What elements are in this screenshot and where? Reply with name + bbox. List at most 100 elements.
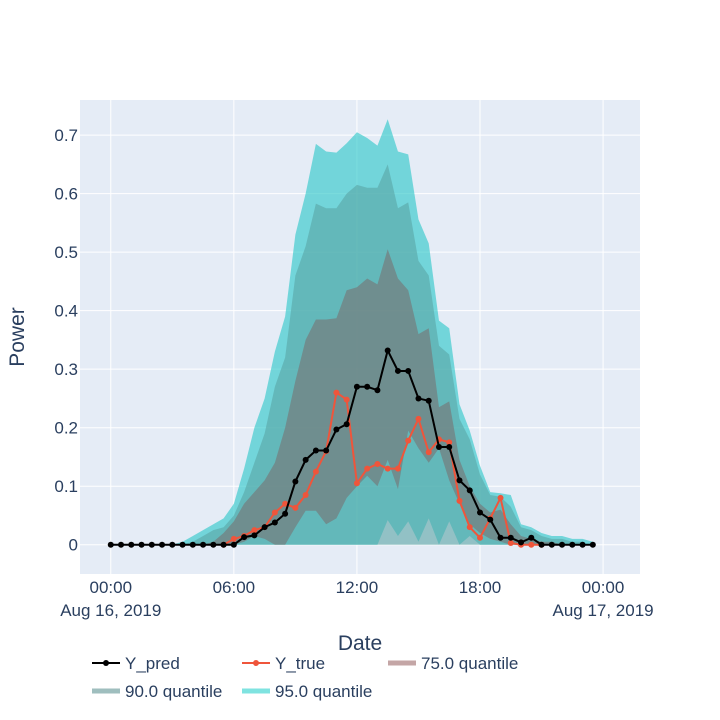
data-point-y-pred <box>107 541 114 548</box>
data-point-y-pred <box>456 477 463 484</box>
data-point-y-true <box>456 497 463 504</box>
data-point-y-pred <box>497 534 504 541</box>
y-tick-label: 0 <box>69 536 78 555</box>
legend-item-90-0-quantile[interactable]: 90.0 quantile <box>92 682 222 701</box>
data-point-y-pred <box>559 541 566 548</box>
y-tick-label: 0.4 <box>54 302 78 321</box>
data-point-y-pred <box>302 456 309 463</box>
legend-item-75-0-quantile[interactable]: 75.0 quantile <box>388 654 518 673</box>
legend-swatch-marker <box>103 660 109 666</box>
data-point-y-true <box>528 541 535 548</box>
data-point-y-true <box>333 389 340 396</box>
x-tick-label: 06:00 <box>213 578 256 597</box>
band-75-0-quantile <box>203 249 563 545</box>
data-point-y-pred <box>159 541 166 548</box>
data-point-y-pred <box>579 541 586 548</box>
legend-label: 95.0 quantile <box>275 682 372 701</box>
legend-swatch-marker <box>253 660 259 666</box>
y-tick-label: 0.6 <box>54 185 78 204</box>
data-point-y-pred <box>528 534 535 541</box>
x-tick-label: 00:00 <box>89 578 132 597</box>
data-point-y-true <box>251 527 258 534</box>
data-point-y-pred <box>220 541 227 548</box>
data-point-y-pred <box>169 541 176 548</box>
y-tick-label: 0.7 <box>54 126 78 145</box>
data-point-y-pred <box>446 444 453 451</box>
data-point-y-pred <box>425 397 432 404</box>
legend[interactable]: Y_pred Y_true 75.0 quantile 90.0 quantile 95… <box>92 654 518 701</box>
data-point-y-true <box>374 460 381 467</box>
x-tick-label: 00:00 <box>582 578 625 597</box>
data-point-y-pred <box>589 541 596 548</box>
data-point-y-true <box>292 504 299 511</box>
data-point-y-pred <box>477 509 483 516</box>
y-axis-ticks: 0 0.1 0.2 0.3 0.4 0.5 0.6 0.7 <box>54 126 78 555</box>
data-point-y-pred <box>487 516 494 523</box>
data-point-y-pred <box>548 541 555 548</box>
y-tick-label: 0.5 <box>54 243 78 262</box>
data-point-y-pred <box>200 541 207 548</box>
data-point-y-pred <box>282 510 289 517</box>
data-point-y-pred <box>148 541 155 548</box>
data-point-y-true <box>353 480 360 487</box>
data-point-y-true <box>405 437 412 444</box>
data-point-y-true <box>364 465 371 472</box>
legend-label: Y_true <box>275 654 325 673</box>
legend-item-y-pred[interactable]: Y_pred <box>92 654 180 673</box>
data-point-y-pred <box>538 541 545 548</box>
data-point-y-pred <box>241 534 248 541</box>
data-point-y-pred <box>261 524 268 531</box>
x-tick-date-label: Aug 16, 2019 <box>60 601 161 620</box>
legend-label: Y_pred <box>125 654 180 673</box>
data-point-y-pred <box>210 541 217 548</box>
data-point-y-pred <box>128 541 135 548</box>
data-point-y-pred <box>118 541 125 548</box>
data-point-y-pred <box>333 426 340 433</box>
data-point-y-pred <box>179 541 186 548</box>
data-point-y-pred <box>251 532 258 539</box>
data-point-y-pred <box>312 447 319 454</box>
data-point-y-pred <box>230 541 237 548</box>
x-tick-label: 18:00 <box>459 578 502 597</box>
data-point-y-pred <box>343 421 350 428</box>
quantile-bands <box>172 119 593 545</box>
data-point-y-pred <box>384 347 391 354</box>
data-point-y-pred <box>353 383 360 390</box>
data-point-y-true <box>466 524 473 531</box>
data-point-y-pred <box>435 444 442 451</box>
data-point-y-true <box>302 492 309 498</box>
series-lines <box>107 347 596 548</box>
legend-item-y-true[interactable]: Y_true <box>242 654 325 673</box>
data-point-y-true <box>477 534 483 541</box>
data-point-y-pred <box>569 541 576 548</box>
legend-label: 75.0 quantile <box>421 654 518 673</box>
y-tick-label: 0.2 <box>54 419 78 438</box>
y-axis-title: Power <box>6 307 29 367</box>
data-point-y-true <box>497 494 504 501</box>
data-point-y-true <box>312 468 319 475</box>
data-point-y-true <box>415 415 422 422</box>
x-tick-date-label: Aug 17, 2019 <box>552 601 653 620</box>
data-point-y-true <box>507 539 514 546</box>
x-axis-ticks: 00:00 Aug 16, 2019 06:00 12:00 18:00 00:00 Aug… <box>60 578 653 620</box>
data-point-y-pred <box>415 395 422 402</box>
data-point-y-pred <box>292 478 299 485</box>
data-point-y-true <box>446 439 453 446</box>
data-point-y-pred <box>518 539 525 546</box>
data-point-y-pred <box>271 519 278 526</box>
legend-label: 90.0 quantile <box>125 682 222 701</box>
data-point-y-pred <box>189 541 196 548</box>
data-point-y-pred <box>394 367 401 374</box>
x-axis-title: Date <box>338 632 382 655</box>
data-point-y-pred <box>466 487 473 494</box>
legend-item-95-0-quantile[interactable]: 95.0 quantile <box>242 682 372 701</box>
data-point-y-pred <box>138 541 145 548</box>
data-point-y-true <box>425 449 432 456</box>
data-point-y-pred <box>405 367 412 374</box>
x-tick-label: 12:00 <box>336 578 379 597</box>
data-point-y-pred <box>374 387 381 394</box>
data-point-y-true <box>230 535 237 542</box>
y-tick-label: 0.1 <box>54 477 78 496</box>
data-point-y-true <box>384 465 391 472</box>
